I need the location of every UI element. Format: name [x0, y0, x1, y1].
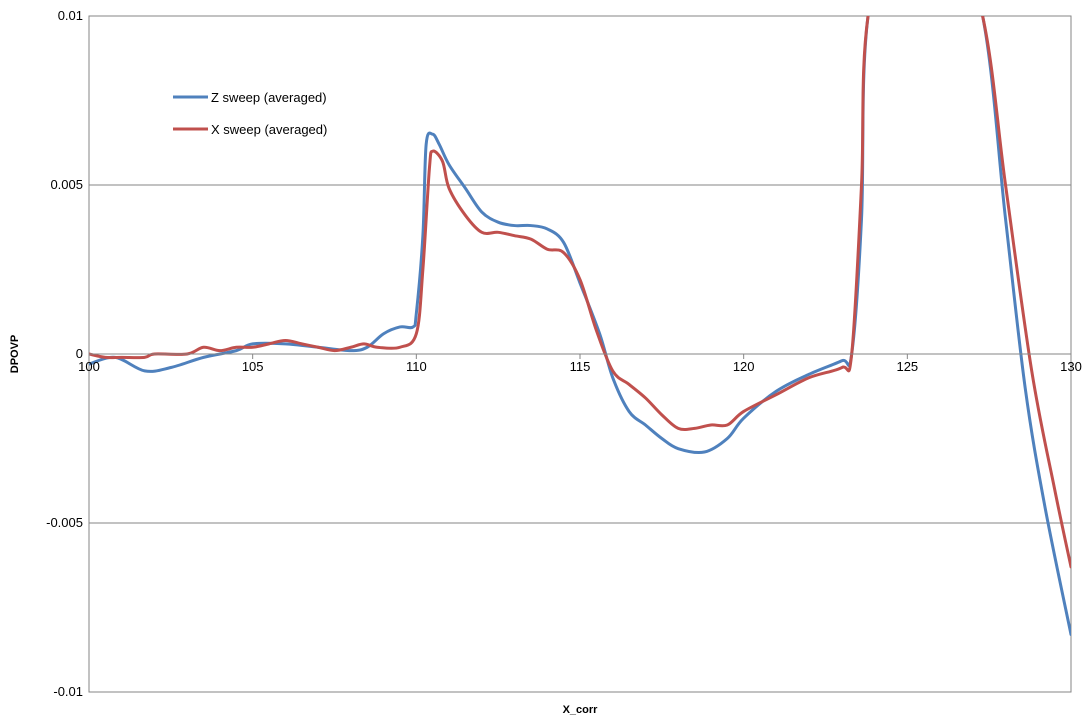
x-tick-label: 105	[242, 359, 264, 374]
y-tick-label: -0.01	[53, 684, 83, 699]
y-tick-label: 0	[76, 346, 83, 361]
legend-label: Z sweep (averaged)	[211, 90, 327, 105]
legend: Z sweep (averaged) X sweep (averaged)	[173, 90, 327, 137]
tick-labels: 0.01 0.005 0 -0.005 -0.01 100 105 110 115 120 125 1…	[46, 8, 1082, 699]
x-tick-label: 130	[1060, 359, 1082, 374]
y-axis-title: DPOVP	[9, 335, 21, 374]
series-line-2	[89, 16, 1071, 569]
zero-axis	[88, 353, 1072, 359]
legend-label: X sweep (averaged)	[211, 122, 327, 137]
y-tick-label: 0.01	[58, 8, 83, 23]
x-tick-label: 115	[570, 359, 591, 374]
legend-item: Z sweep (averaged)	[173, 90, 327, 105]
series-group	[89, 16, 1071, 637]
x-tick-label: 100	[78, 359, 100, 374]
x-tick-label: 110	[406, 359, 427, 374]
x-tick-label: 120	[733, 359, 755, 374]
y-tick-label: -0.005	[46, 515, 83, 530]
x-axis-title: X_corr	[563, 704, 599, 716]
x-tick-label: 125	[896, 359, 918, 374]
legend-item: X sweep (averaged)	[173, 122, 327, 137]
y-tick-label: 0.005	[50, 177, 83, 192]
